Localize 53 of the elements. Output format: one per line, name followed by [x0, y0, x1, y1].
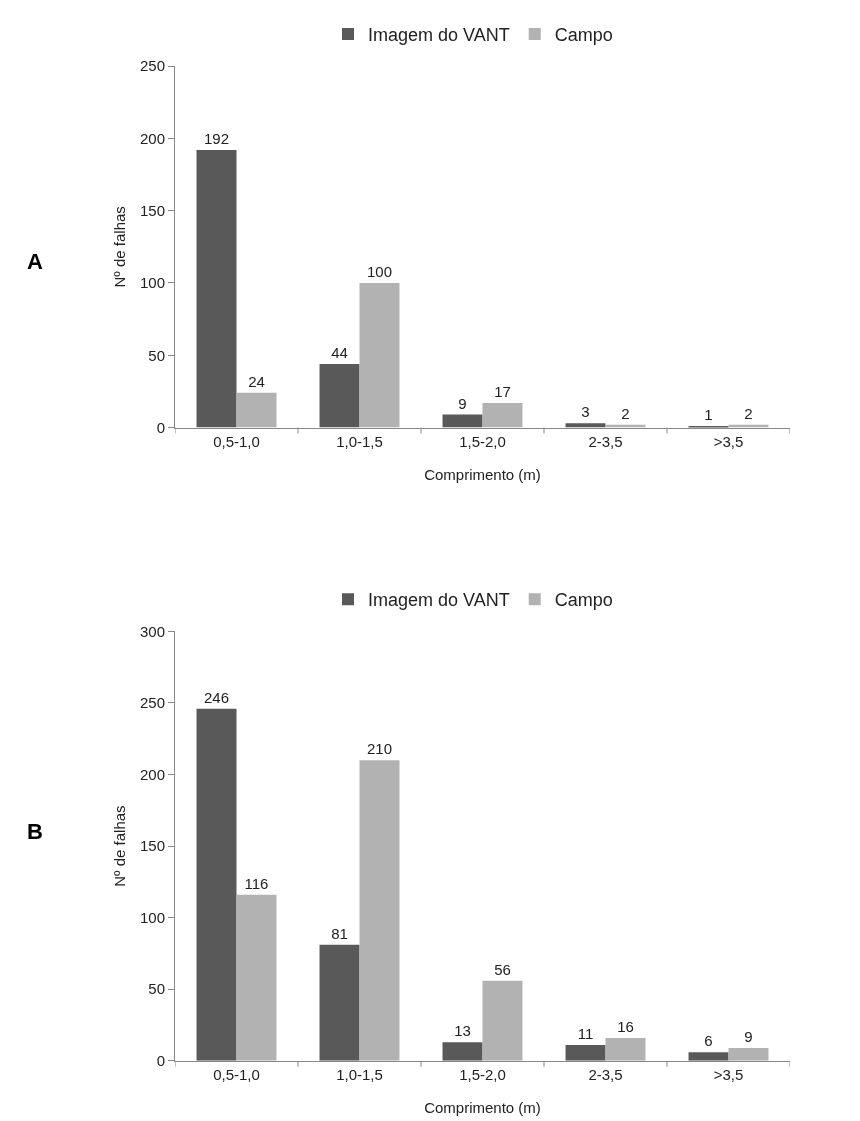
y-tick-label: 100 — [139, 908, 165, 926]
y-tick-label: 150 — [139, 201, 165, 219]
data-label: 24 — [248, 372, 265, 390]
y-tick-label: 50 — [148, 980, 165, 998]
x-axis-title: Comprimento (m) — [424, 1098, 541, 1116]
text: B — [27, 819, 43, 844]
y-tick-label: 0 — [156, 418, 165, 436]
y-tick-label: 150 — [139, 837, 165, 855]
y-tick-label: 200 — [139, 129, 165, 147]
y-tick-label: 100 — [139, 274, 165, 292]
x-tick-label: 0,5-1,0 — [213, 432, 260, 450]
data-label: 16 — [617, 1017, 634, 1035]
x-tick-label: 1,5-2,0 — [459, 432, 506, 450]
data-label: 116 — [244, 874, 269, 892]
x-tick-label: 2-3,5 — [588, 1065, 623, 1083]
data-label: 6 — [704, 1032, 713, 1050]
y-tick-label: 250 — [139, 57, 165, 75]
x-tick-label: 1,0-1,5 — [336, 1065, 383, 1083]
data-label: 9 — [458, 394, 467, 412]
x-tick-label: 1,0-1,5 — [336, 432, 383, 450]
x-tick-label: >3,5 — [713, 432, 744, 450]
legend-label: Campo — [554, 590, 613, 611]
data-label: 56 — [494, 960, 511, 978]
data-label: 210 — [366, 740, 393, 758]
y-tick-label: 200 — [139, 765, 165, 783]
y-axis-title: Nº de falhas — [111, 805, 129, 887]
y-tick-label: 250 — [139, 694, 165, 712]
data-label: 100 — [366, 262, 393, 280]
data-label: 2 — [621, 404, 630, 422]
x-tick-label: >3,5 — [713, 1065, 744, 1083]
data-label: 11 — [577, 1025, 594, 1043]
data-label: 192 — [204, 129, 230, 147]
data-label: 17 — [494, 382, 511, 400]
data-label: 2 — [744, 404, 753, 422]
x-axis-title: Comprimento (m) — [424, 465, 541, 483]
x-tick-label: 1,5-2,0 — [459, 1065, 506, 1083]
y-tick-label: 0 — [156, 1052, 165, 1070]
data-label: 13 — [454, 1022, 471, 1040]
x-tick-label: 2-3,5 — [588, 432, 623, 450]
data-label: 246 — [204, 688, 230, 706]
data-label: 81 — [331, 924, 348, 942]
legend-label: Imagem do VANT — [368, 25, 510, 46]
data-label: 1 — [704, 406, 713, 424]
y-axis-title: Nº de falhas — [111, 206, 129, 288]
data-label: 3 — [581, 403, 590, 421]
legend-label: Campo — [554, 25, 613, 46]
text: A — [27, 249, 43, 274]
data-label: 9 — [744, 1027, 753, 1045]
x-tick-label: 0,5-1,0 — [213, 1065, 260, 1083]
legend-label: Imagem do VANT — [368, 590, 510, 611]
y-tick-label: 50 — [148, 346, 165, 364]
data-label: 44 — [331, 343, 348, 361]
y-tick-label: 300 — [139, 622, 165, 640]
